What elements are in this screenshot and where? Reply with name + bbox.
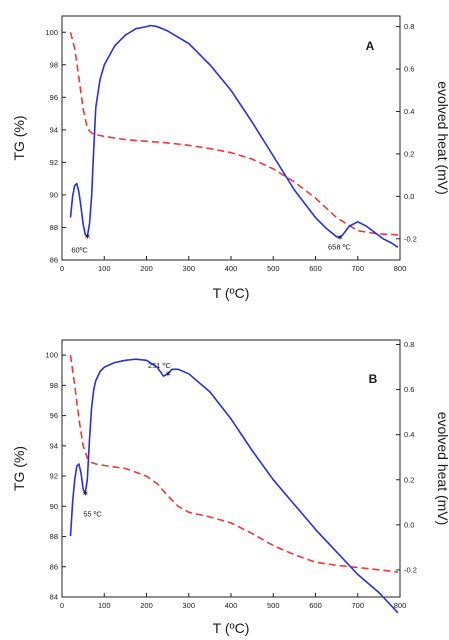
y-left-tick-label: 100 [45,28,58,37]
peak-marker: ✶ [164,369,172,379]
x-tick-label: 700 [351,601,364,610]
y-left-tick-label: 90 [50,190,58,199]
x-tick-label: 300 [182,264,195,273]
y-right-tick-label: 0.4 [404,430,414,439]
y-right-tick-label: -0.2 [404,565,417,574]
x-tick-label: 0 [60,601,64,610]
x-tick-label: 300 [182,601,195,610]
y-right-tick-label: 0.2 [404,149,414,158]
x-tick-label: 400 [225,264,238,273]
y-left-tick-label: 90 [50,502,58,511]
y-left-tick-label: 96 [50,93,58,102]
y-left-tick-label: 92 [50,158,58,167]
y-left-tick-label: 94 [50,441,58,450]
y-left-tick-label: 98 [50,381,58,390]
y-left-tick-label: 84 [50,593,58,602]
tg-mass-loss-line [69,354,398,573]
y-left-axis-title: TG (%) [11,446,27,491]
y-left-tick-label: 92 [50,472,58,481]
y-left-tick-label: 88 [50,532,58,541]
y-right-tick-label: 0.6 [404,385,414,394]
y-left-axis-title: TG (%) [11,115,27,160]
tg-mass-loss-line [69,32,398,236]
y-left-tick-label: 94 [50,125,58,134]
y-right-tick-label: 0.2 [404,475,414,484]
y-right-tick-label: 0.0 [404,192,414,201]
peak-marker: ✶ [336,233,344,243]
chart-panel-b: 0 100 200 300 400 500 600 700 800 84 86 88 90 92 94 96 9… [11,339,449,636]
y-right-tick-label: 0.4 [404,107,414,116]
x-tick-label: 600 [309,264,322,273]
x-tick-label: 400 [225,601,238,610]
y-right-tick-label: 0.8 [404,22,414,31]
y-right-axis-title: evolved heat (mV) [435,412,449,526]
y-right-tick-label: 0.0 [404,520,414,529]
y-left-tick-label: 86 [50,562,58,571]
peak-annotation: 251 ºC [148,361,171,370]
peak-annotation: 60ºC [71,246,88,255]
chart-panel-a: 0 100 200 300 400 500 600 700 800 86 88 90 92 94 96 98 1… [11,15,449,301]
x-tick-label: 200 [140,601,153,610]
y-left-tick-label: 86 [50,256,58,265]
peak-annotation: 55 ºC [83,509,102,518]
x-tick-label: 0 [60,264,64,273]
y-left-tick-label: 98 [50,60,58,69]
evolved-heat-line [69,24,399,248]
peak-marker: ✶ [84,232,92,242]
y-right-tick-label: 0.8 [404,340,414,349]
x-tick-label: 200 [140,264,153,273]
y-right-axis-title: evolved heat (mV) [435,81,449,195]
x-tick-label: 100 [98,601,111,610]
x-tick-label: 600 [309,601,322,610]
x-tick-label: 500 [267,264,280,273]
plot-frame [61,339,401,598]
y-left-tick-label: 88 [50,223,58,232]
x-tick-label: 800 [394,601,407,610]
x-tick-label: 100 [98,264,111,273]
x-axis-title: T (ºC) [213,620,250,636]
y-left-tick-label: 100 [45,351,58,360]
panel-label: A [366,39,375,53]
panel-label: B [369,372,378,386]
peak-annotation: 658 ºC [328,243,351,252]
peak-marker: ✶ [81,488,89,498]
x-tick-label: 700 [351,264,364,273]
y-right-tick-label: 0.6 [404,65,414,74]
evolved-heat-line [69,358,399,614]
x-tick-label: 800 [394,264,407,273]
x-tick-label: 500 [267,601,280,610]
y-left-tick-label: 96 [50,411,58,420]
y-right-tick-label: -0.2 [404,234,417,243]
x-axis-title: T (ºC) [213,285,250,301]
